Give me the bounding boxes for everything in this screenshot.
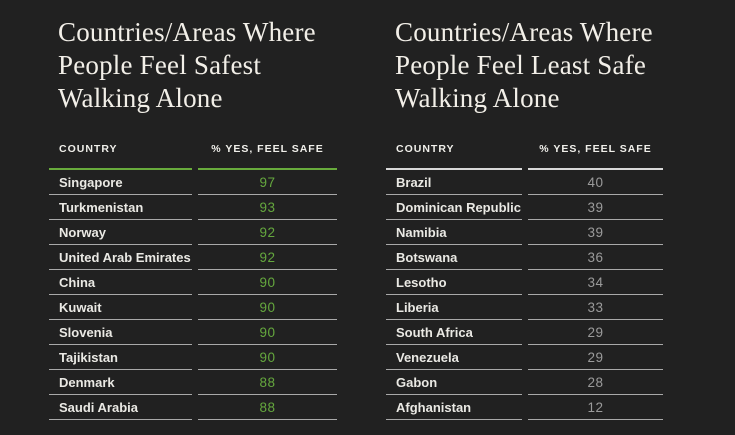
column-header-percent-yes: % YES, FEEL SAFE [198,144,337,170]
country-name: Gabon [386,370,522,395]
country-name: China [49,270,192,295]
table-row: Singapore 97 [49,170,337,195]
country-name: Botswana [386,245,522,270]
feel-safe-value: 88 [198,370,337,395]
panel-title-least-safe: Countries/Areas Where People Feel Least … [395,16,663,115]
column-header-country: COUNTRY [386,144,522,170]
feel-safe-value: 36 [528,245,663,270]
feel-safe-value: 29 [528,320,663,345]
table-body: Brazil 40 Dominican Republic 39 Namibia 39 Bot… [386,170,663,420]
feel-safe-value: 39 [528,220,663,245]
least-safe-countries-table: Countries/Areas Where People Feel Least … [386,16,663,420]
table-header-row: COUNTRY % YES, FEEL SAFE [386,144,663,170]
feel-safe-value: 97 [198,170,337,195]
country-name: Brazil [386,170,522,195]
country-name: Afghanistan [386,395,522,420]
title-line: Walking Alone [395,83,560,113]
table-row: Saudi Arabia 88 [49,395,337,420]
table-row: Lesotho 34 [386,270,663,295]
country-name: Slovenia [49,320,192,345]
table-header-row: COUNTRY % YES, FEEL SAFE [49,144,337,170]
feel-safe-value: 40 [528,170,663,195]
country-name: South Africa [386,320,522,345]
table-row: Norway 92 [49,220,337,245]
table-row: Gabon 28 [386,370,663,395]
table-row: Dominican Republic 39 [386,195,663,220]
table-row: Tajikistan 90 [49,345,337,370]
feel-safe-value: 90 [198,270,337,295]
feel-safe-value: 90 [198,295,337,320]
country-name: Lesotho [386,270,522,295]
title-line: Countries/Areas Where [395,17,653,47]
feel-safe-value: 88 [198,395,337,420]
table-row: China 90 [49,270,337,295]
feel-safe-value: 29 [528,345,663,370]
country-name: Dominican Republic [386,195,522,220]
table-row: Turkmenistan 93 [49,195,337,220]
title-line: People Feel Least Safe [395,50,647,80]
table-row: Venezuela 29 [386,345,663,370]
country-name: Tajikistan [49,345,192,370]
feel-safe-value: 33 [528,295,663,320]
safest-countries-table: Countries/Areas Where People Feel Safest… [49,16,337,420]
feel-safe-value: 12 [528,395,663,420]
title-line: Countries/Areas Where [58,17,316,47]
country-name: Turkmenistan [49,195,192,220]
feel-safe-value: 92 [198,245,337,270]
feel-safe-value: 90 [198,345,337,370]
title-line: Walking Alone [58,83,223,113]
table-row: Afghanistan 12 [386,395,663,420]
title-line: People Feel Safest [58,50,262,80]
table-row: Kuwait 90 [49,295,337,320]
feel-safe-value: 90 [198,320,337,345]
feel-safe-value: 28 [528,370,663,395]
table-row: Botswana 36 [386,245,663,270]
country-name: Liberia [386,295,522,320]
feel-safe-value: 92 [198,220,337,245]
column-header-country: COUNTRY [49,144,192,170]
table-row: Namibia 39 [386,220,663,245]
country-name: Norway [49,220,192,245]
table-row: South Africa 29 [386,320,663,345]
country-name: Saudi Arabia [49,395,192,420]
country-name: Denmark [49,370,192,395]
table-row: Brazil 40 [386,170,663,195]
panel-title-safest: Countries/Areas Where People Feel Safest… [58,16,337,115]
feel-safe-value: 93 [198,195,337,220]
table-row: Liberia 33 [386,295,663,320]
country-name: Venezuela [386,345,522,370]
table-row: Denmark 88 [49,370,337,395]
country-name: Singapore [49,170,192,195]
table-body: Singapore 97 Turkmenistan 93 Norway 92 United … [49,170,337,420]
feel-safe-value: 39 [528,195,663,220]
table-row: United Arab Emirates 92 [49,245,337,270]
country-name: Kuwait [49,295,192,320]
country-name: United Arab Emirates [49,245,192,270]
column-header-percent-yes: % YES, FEEL SAFE [528,144,663,170]
table-row: Slovenia 90 [49,320,337,345]
country-name: Namibia [386,220,522,245]
feel-safe-value: 34 [528,270,663,295]
